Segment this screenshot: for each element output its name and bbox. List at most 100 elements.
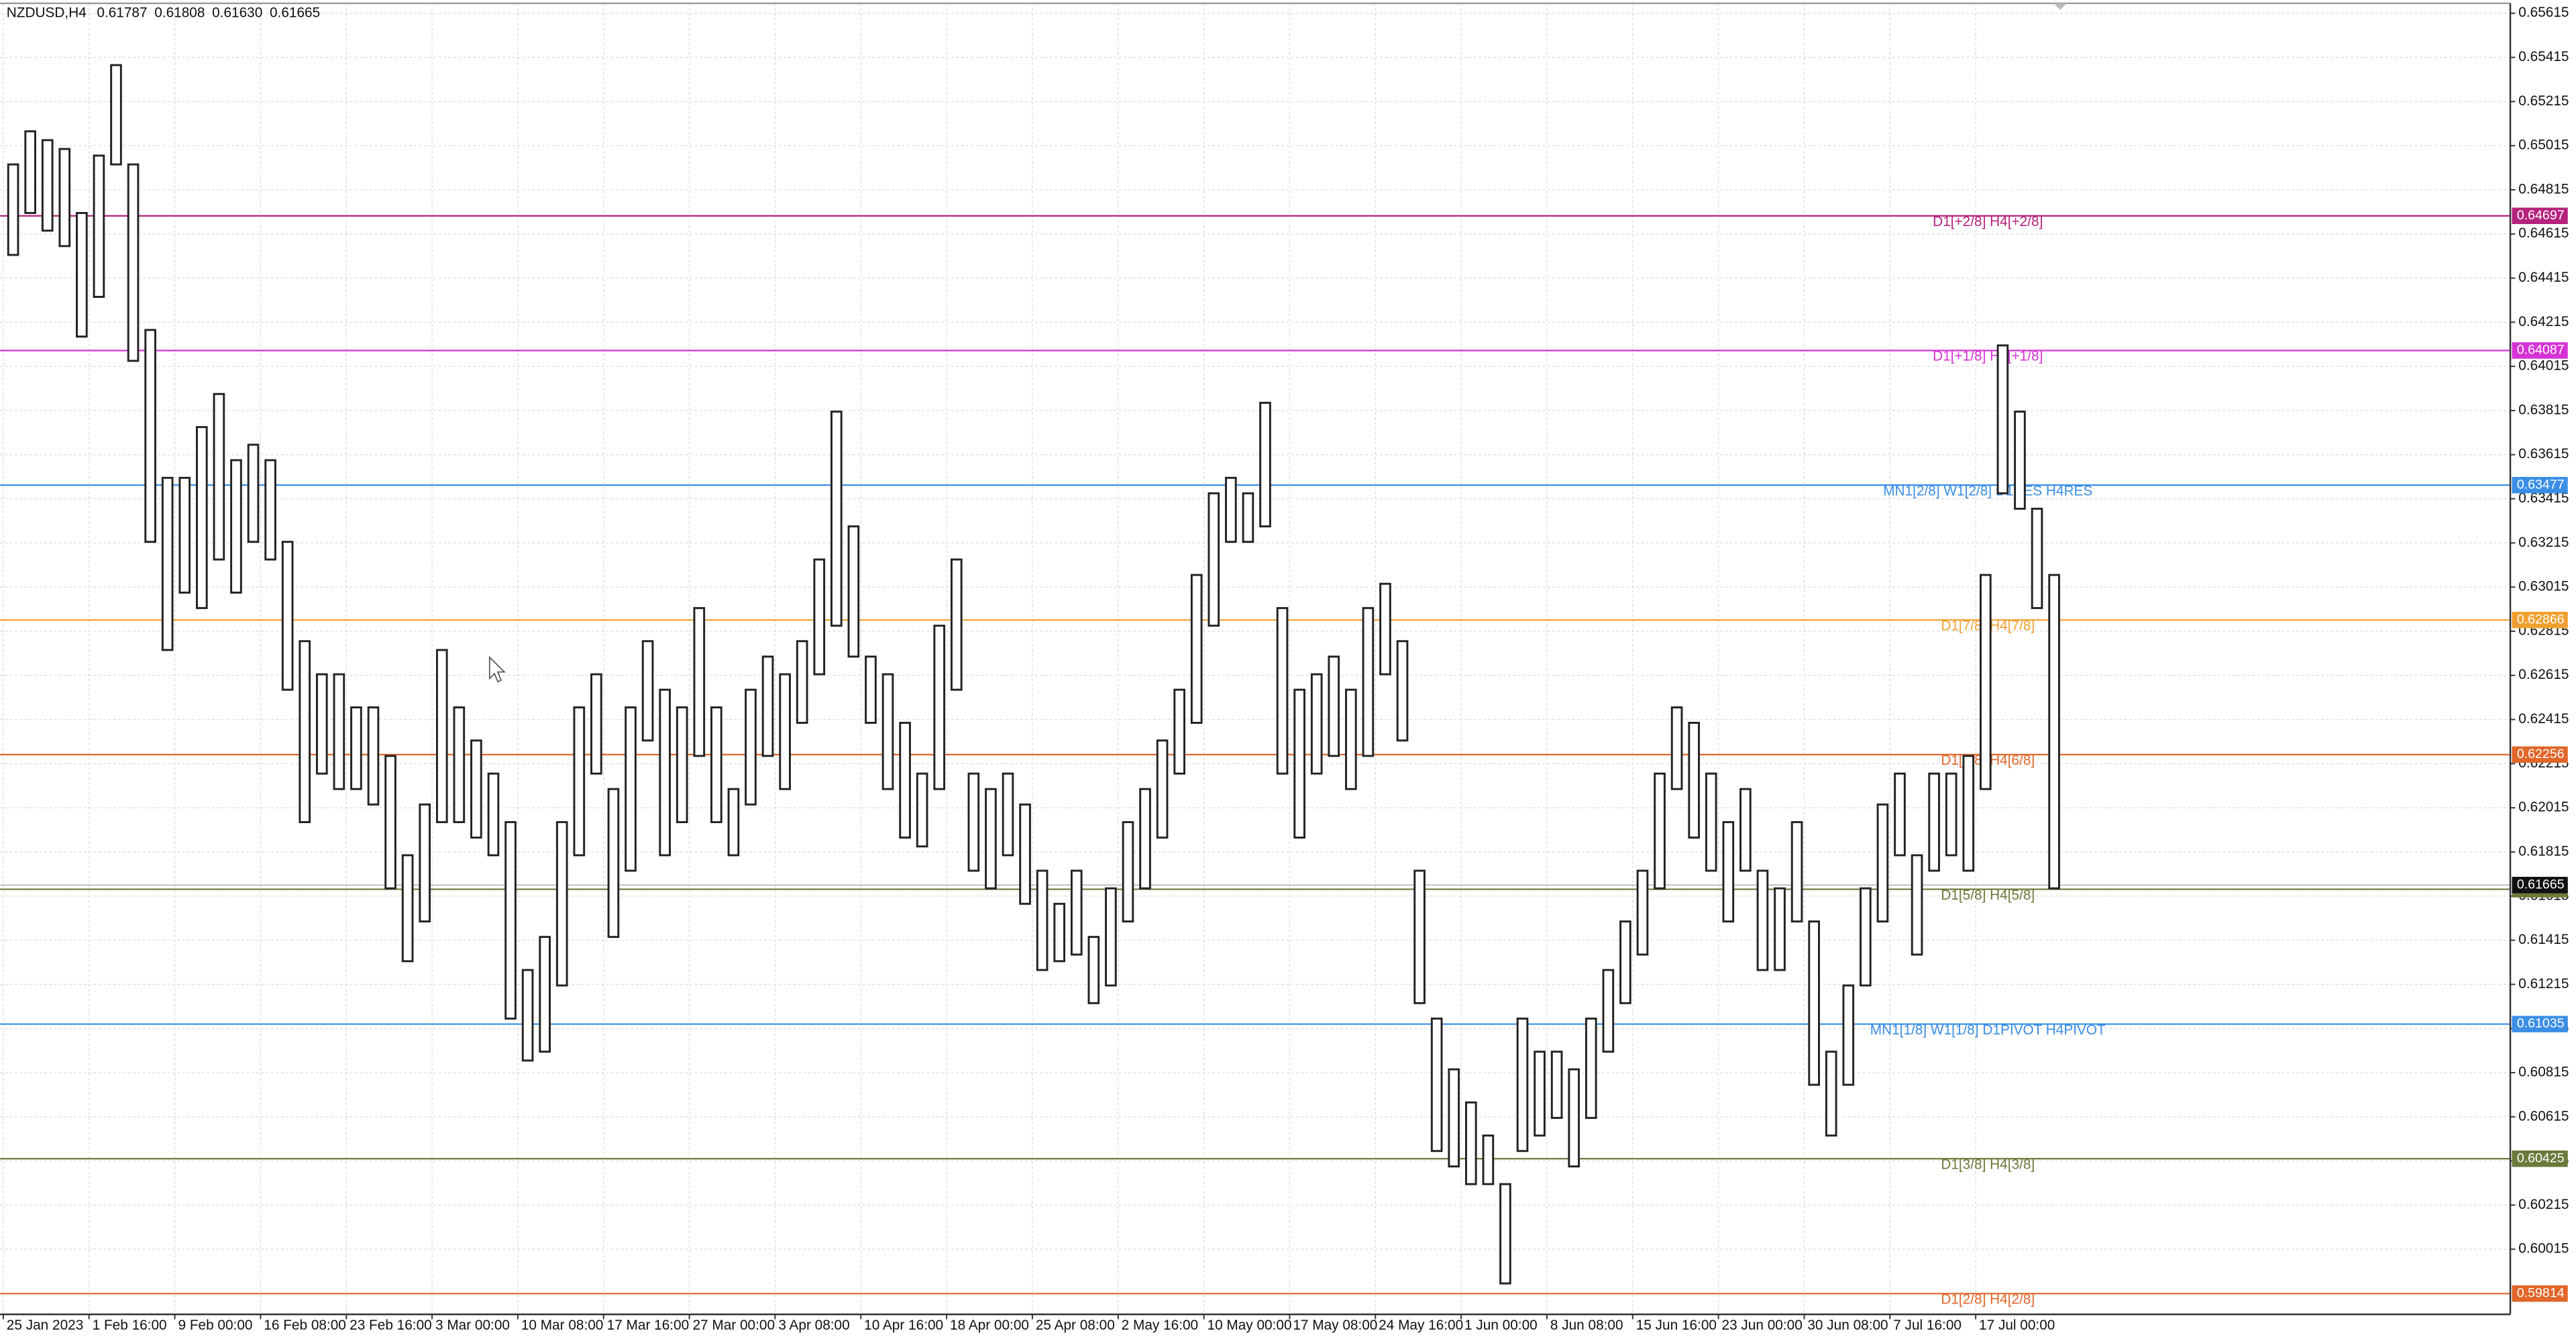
y-tick-label: 0.63815 — [2518, 402, 2569, 417]
price-bar — [1293, 688, 1305, 839]
price-bar — [1739, 788, 1752, 872]
level-label: D1[3/8] H4[3/8] — [1941, 1157, 2035, 1173]
level-tag — [2512, 1150, 2568, 1167]
level-tag — [2512, 207, 2568, 225]
level-label: MN1[2/8] W1[2/8] D1RES H4RES — [1883, 483, 2092, 498]
price-bar — [1945, 772, 1957, 857]
axes: 0.65615 0.65415 0.65215 0.65015 0.64815 0.646… — [2, 5, 2569, 1333]
price-bar — [1602, 969, 1615, 1053]
price-bar — [401, 854, 414, 963]
price-bar — [1722, 821, 1735, 923]
price-bar — [333, 673, 345, 790]
level-tag-label: 0.59814 — [2517, 1285, 2565, 1300]
price-bar — [1825, 1051, 1837, 1137]
price-bar — [1808, 920, 1820, 1086]
level-tag-label: 0.62256 — [2517, 747, 2565, 761]
price-bar — [213, 392, 225, 561]
price-bar — [1173, 688, 1185, 775]
x-tick-label: 3 Mar 00:00 — [435, 1318, 510, 1333]
y-tick-label: 0.64815 — [2518, 181, 2569, 197]
level-label: D1[+1/8] H4[+1/8] — [1933, 349, 2043, 364]
price-bar — [916, 772, 928, 848]
price-bar — [745, 688, 757, 806]
level-tag — [2512, 342, 2568, 359]
price-bar — [899, 722, 911, 839]
price-bar — [727, 788, 740, 857]
price-bar — [1413, 869, 1426, 1004]
price-bar — [539, 936, 551, 1053]
x-tick-label: 3 Apr 08:00 — [778, 1318, 849, 1333]
price-bar — [504, 821, 517, 1020]
price-bar — [1499, 1183, 1511, 1285]
price-bar — [487, 772, 500, 857]
high: 0.61808 — [154, 5, 205, 20]
price-bar — [1190, 574, 1203, 724]
y-tick-label: 0.64415 — [2518, 270, 2569, 285]
price-bar — [93, 154, 105, 298]
x-tick-label: 27 Mar 00:00 — [692, 1318, 775, 1333]
price-bar — [1208, 492, 1220, 627]
price-bar — [830, 411, 843, 627]
price-bar — [779, 673, 791, 790]
price-bar — [573, 706, 586, 857]
x-tick-label: 10 Apr 16:00 — [864, 1318, 943, 1333]
grid — [0, 3, 2511, 1315]
x-tick-label: 10 May 00:00 — [1208, 1318, 1292, 1333]
price-bar — [1156, 739, 1169, 839]
level-tag — [2512, 1016, 2568, 1032]
x-tick-label: 8 Jun 08:00 — [1550, 1318, 1623, 1333]
price-bar — [1911, 854, 1923, 956]
y-tick-label: 0.62015 — [2518, 800, 2569, 815]
price-bar — [796, 640, 808, 724]
price-bar — [1362, 606, 1375, 757]
price-bar — [144, 329, 156, 543]
price-bar — [1636, 869, 1649, 956]
x-tick-label: 9 Feb 00:00 — [178, 1318, 252, 1333]
y-tick-label: 0.65415 — [2518, 49, 2569, 64]
level-label: D1[2/8] H4[2/8] — [1941, 1292, 2035, 1307]
low: 0.61630 — [212, 5, 262, 20]
price-bar — [1396, 640, 1409, 742]
y-tick-label: 0.60615 — [2518, 1108, 2569, 1124]
price-bar — [127, 163, 140, 362]
price-bar — [1516, 1017, 1529, 1153]
price-bar — [247, 443, 260, 543]
price-bar — [1550, 1051, 1563, 1119]
y-tick-label: 0.64615 — [2518, 225, 2569, 241]
price-bar — [1928, 772, 1940, 872]
price-bar — [607, 788, 620, 939]
price-bar — [1379, 582, 1391, 676]
y-tick-label: 0.61815 — [2518, 843, 2569, 859]
price-bar — [1225, 476, 1237, 543]
price-bar — [1980, 574, 1992, 790]
price-bar — [625, 706, 637, 872]
price-bar — [1310, 673, 1323, 775]
level-tag — [2512, 1285, 2568, 1302]
y-tick-label: 0.63015 — [2518, 579, 2569, 594]
y-tick-label: 0.61415 — [2518, 932, 2569, 947]
price-tags: 0.64697 0.64087 0.63477 0.62866 0.62256 0.616… — [2512, 207, 2568, 1302]
level-tag-label: 0.64087 — [2517, 343, 2565, 358]
price-bar — [659, 688, 671, 857]
price-bar — [350, 706, 362, 790]
level-tag — [2512, 746, 2568, 763]
chart-shift-marker — [2053, 3, 2067, 10]
x-tick-label: 30 Jun 08:00 — [1807, 1318, 1888, 1333]
price-tag-label: 0.61665 — [2517, 877, 2565, 892]
price-bar — [1070, 869, 1083, 956]
y-tick-label: 0.62415 — [2518, 711, 2569, 727]
price-bar — [161, 476, 174, 651]
price-bar — [1276, 606, 1289, 775]
y-tick-label: 0.65015 — [2518, 138, 2569, 153]
y-tick-label: 0.64015 — [2518, 358, 2569, 374]
y-tick-label: 0.63415 — [2518, 490, 2569, 506]
x-tick-label: 25 Jan 2023 — [7, 1318, 83, 1333]
price-bar — [710, 706, 722, 824]
x-tick-label: 17 Jul 00:00 — [1979, 1318, 2055, 1333]
price-bar — [1053, 902, 1066, 963]
price-bar — [1860, 887, 1872, 987]
price-tag — [2512, 877, 2568, 894]
level-tag — [2512, 476, 2568, 494]
price-bar — [1774, 887, 1786, 971]
price-bar — [1790, 821, 1803, 923]
